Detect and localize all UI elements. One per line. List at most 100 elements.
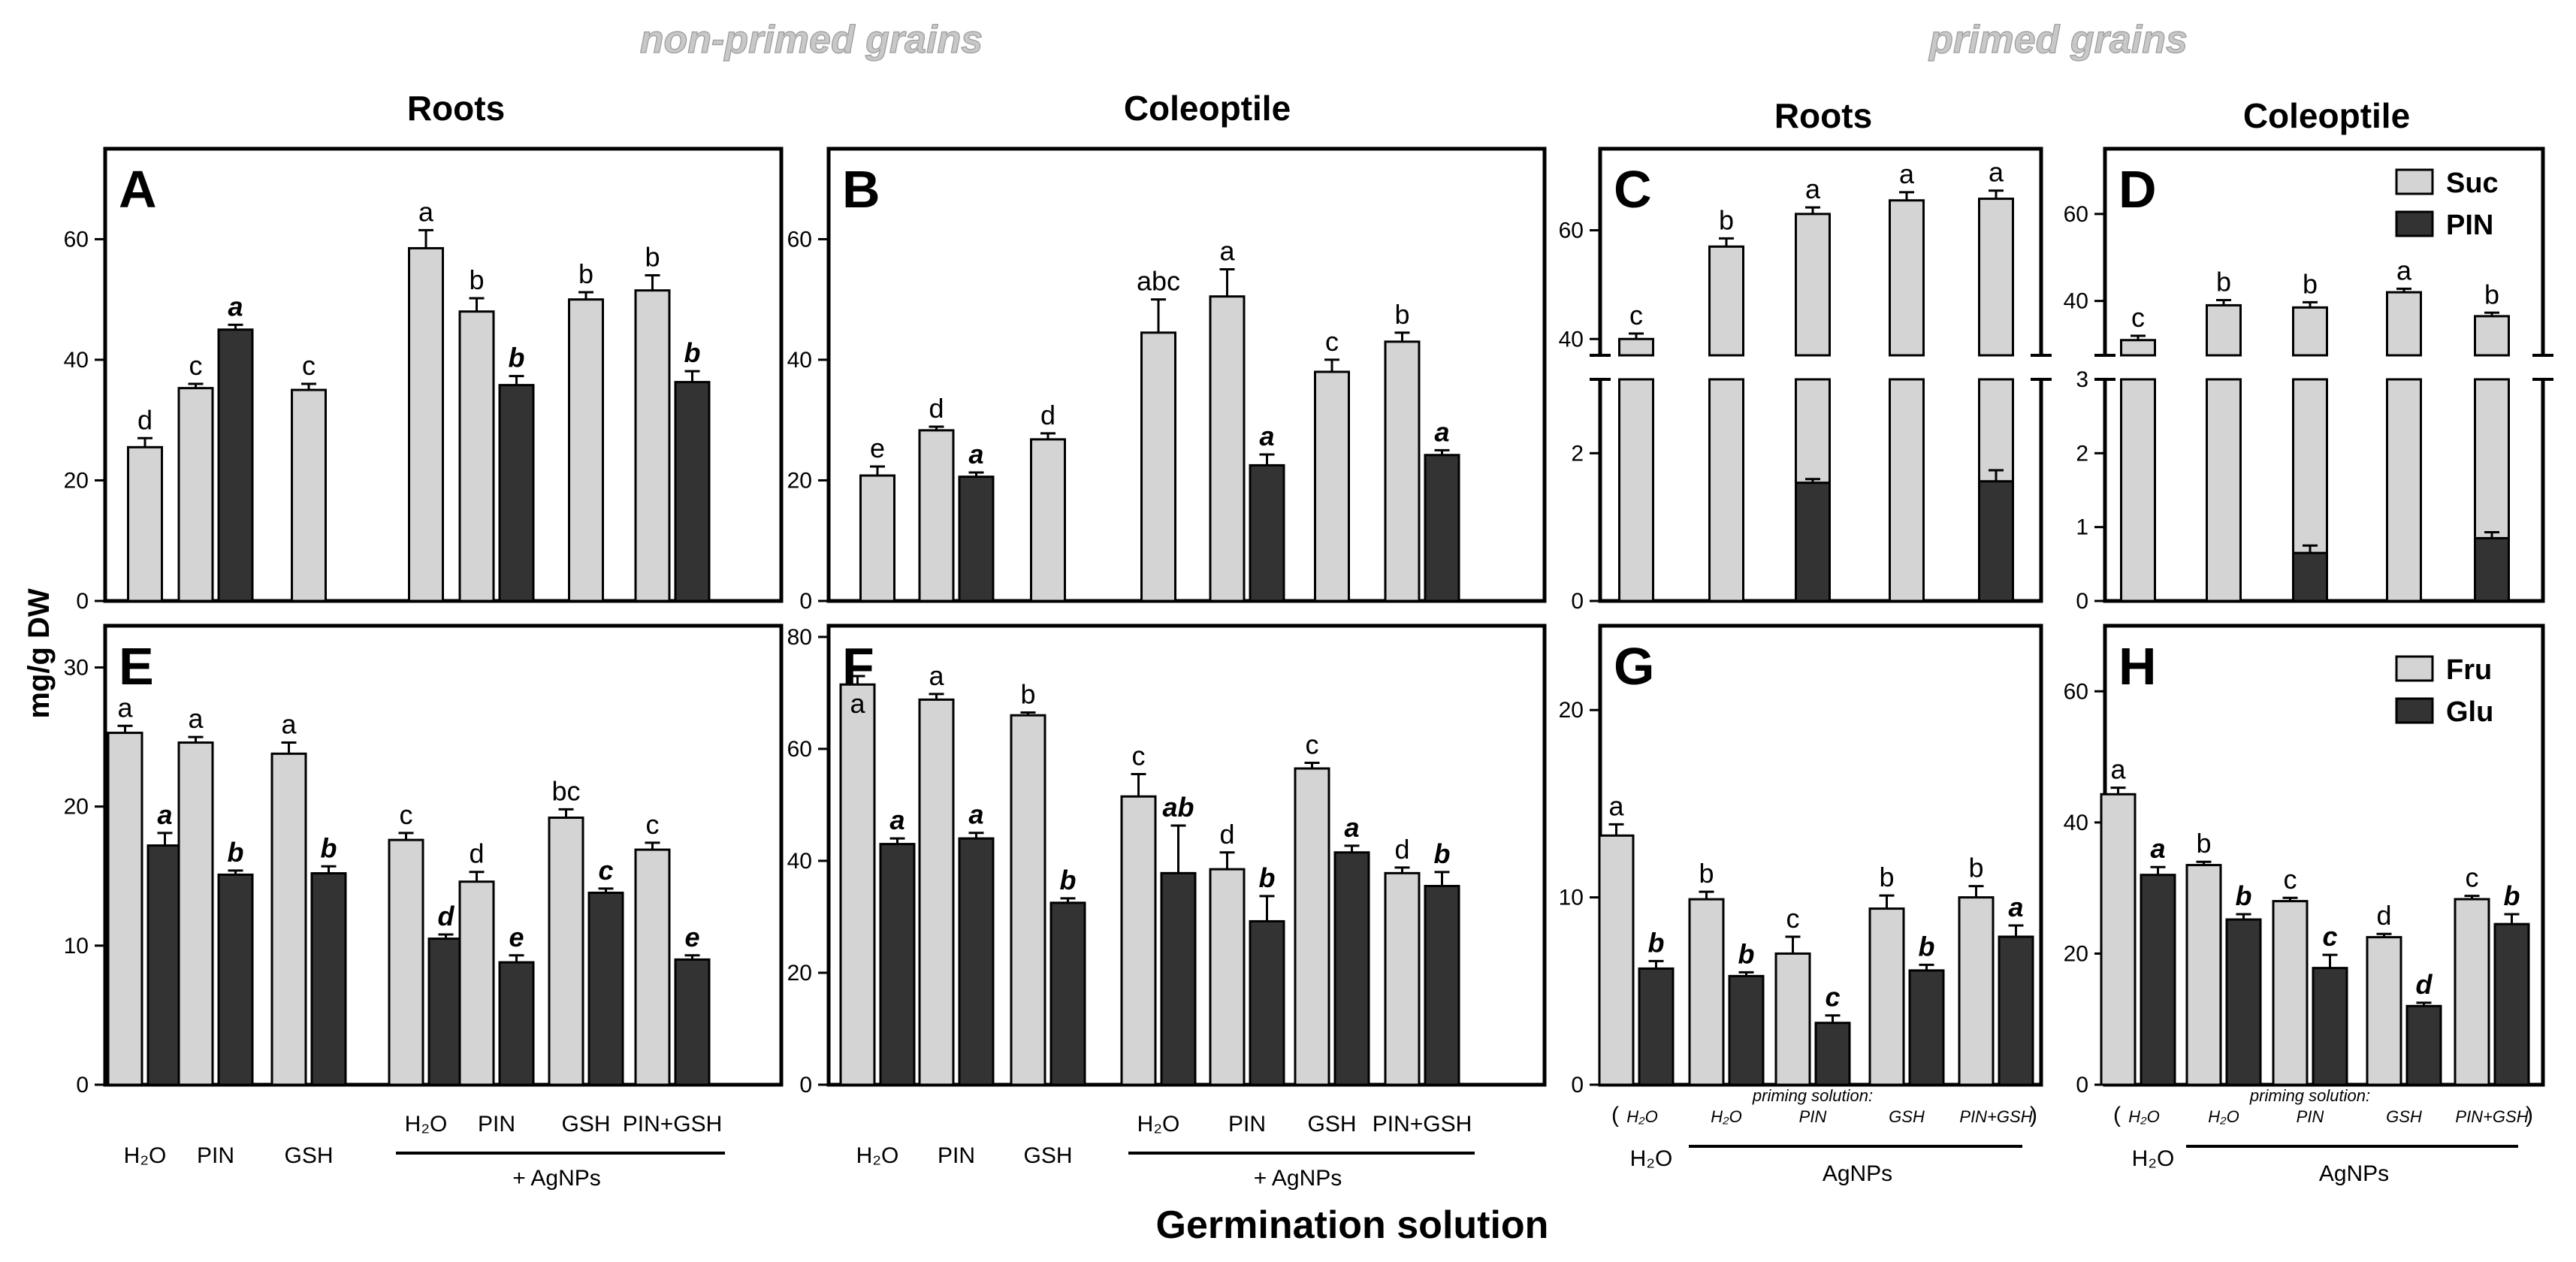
data-label: c: [2131, 302, 2145, 333]
legend-bottom-label: Fru: [2446, 654, 2492, 686]
column-title-roots-np: Roots: [407, 89, 505, 128]
bar-pin: [1978, 480, 2014, 602]
data-label: b: [1719, 204, 1734, 235]
data-label: a: [157, 799, 172, 830]
y-tick-label: 0: [76, 1073, 89, 1097]
bar-fru: [458, 880, 495, 1086]
bar-glu: [1728, 974, 1765, 1086]
bar-fru: [1120, 795, 1157, 1086]
y-tick-label: 0: [2076, 589, 2088, 614]
legend-bottom-swatch-glu: [2395, 697, 2434, 724]
y-axis-title: mg/g DW: [23, 588, 56, 719]
bar-glu: [1249, 919, 1285, 1086]
data-label: c: [1825, 982, 1840, 1013]
bar-fru: [1958, 896, 1995, 1086]
x-axis-title: Germination solution: [1156, 1203, 1549, 1247]
data-label: c: [2322, 921, 2337, 952]
data-label: b: [1699, 858, 1714, 889]
y-tick-label: 0: [799, 589, 812, 614]
bar-suc: [1978, 198, 2014, 357]
data-label: a: [418, 196, 434, 227]
bar-suc: [859, 474, 895, 602]
bar-glu: [2140, 874, 2176, 1086]
data-label: c: [1786, 903, 1800, 934]
y-tick-label: 20: [1559, 698, 1584, 723]
y-tick-label: 20: [64, 468, 89, 493]
bar-suc: [568, 298, 604, 602]
bar-pin: [1795, 482, 1831, 602]
data-label: b: [2303, 268, 2318, 299]
bar-pin: [1424, 454, 1460, 602]
section-title-primed: primed grains: [1928, 18, 2188, 62]
agnps-label: + AgNPs: [512, 1166, 601, 1191]
bar-glu: [1160, 871, 1197, 1086]
bar-glu: [2405, 1004, 2442, 1086]
legend-top-label: PIN: [2446, 210, 2493, 241]
data-label: a: [2150, 833, 2165, 864]
agnps-label: + AgNPs: [1254, 1166, 1342, 1191]
y-tick-label: 0: [799, 1073, 812, 1097]
priming-category-label: PIN+GSH: [2455, 1107, 2528, 1126]
data-label: a: [1608, 790, 1624, 821]
bar-suc-lower: [2386, 378, 2422, 602]
priming-category-label: PIN: [1799, 1107, 1827, 1126]
germination-h2o-label: H₂O: [2132, 1146, 2175, 1171]
column-title-roots-p: Roots: [1774, 96, 1872, 135]
bar-glu: [1333, 851, 1370, 1086]
data-label: b: [1738, 938, 1755, 969]
data-label: a: [2396, 255, 2412, 285]
x-category-label: PIN+GSH: [623, 1112, 723, 1137]
data-label: c: [189, 350, 203, 381]
bar-fru: [2100, 793, 2137, 1086]
priming-category-label: PIN: [2297, 1107, 2324, 1126]
bar-suc: [1708, 245, 1744, 357]
panel-frame-d-upper: [2103, 146, 2545, 355]
data-label: b: [1020, 678, 1035, 709]
data-label: b: [645, 242, 660, 273]
bar-glu: [427, 937, 464, 1086]
x-category-label: PIN+GSH: [1373, 1112, 1472, 1137]
close-paren: ): [2526, 1103, 2533, 1128]
data-label: abc: [1137, 266, 1180, 297]
bar-glu: [217, 873, 254, 1086]
data-label: b: [1968, 853, 1983, 883]
data-label: b: [509, 343, 525, 373]
data-label: d: [1219, 819, 1234, 850]
bar-suc: [2206, 303, 2242, 357]
bar-suc: [1140, 331, 1176, 602]
bar-suc-lower: [1889, 378, 1925, 602]
x-category-label: H₂O: [856, 1143, 899, 1168]
data-label: a: [117, 692, 133, 723]
bar-fru: [388, 838, 424, 1086]
y-tick-label: 40: [2064, 811, 2088, 835]
priming-category-label: H₂O: [1711, 1107, 1741, 1126]
data-label: a: [889, 805, 904, 835]
open-paren: (: [2113, 1103, 2121, 1128]
bar-suc: [177, 387, 214, 602]
data-label: a: [1259, 421, 1274, 451]
bar-pin: [498, 384, 535, 602]
x-category-label: GSH: [1023, 1143, 1072, 1168]
panel-letter-c: C: [1614, 160, 1652, 219]
y-tick-label: 40: [787, 348, 812, 373]
bar-fru: [1209, 868, 1246, 1086]
panel-letter-g: G: [1614, 637, 1654, 696]
y-tick-label: 30: [64, 656, 89, 681]
y-tick-label: 40: [64, 348, 89, 373]
bar-suc: [2474, 315, 2510, 357]
data-label: b: [1259, 862, 1276, 893]
bar-glu: [958, 837, 995, 1086]
y-tick-label: 40: [787, 849, 812, 874]
bar-fru: [1868, 907, 1905, 1086]
y-tick-label: 60: [2064, 202, 2088, 227]
bar-glu: [310, 872, 347, 1086]
bar-fru: [270, 752, 307, 1086]
x-category-label: PIN: [197, 1143, 234, 1168]
data-label: a: [1989, 157, 2004, 188]
data-label: a: [968, 439, 983, 469]
data-label: d: [2376, 900, 2391, 931]
data-label: c: [2466, 862, 2479, 893]
y-tick-label: 60: [64, 227, 89, 252]
data-label: a: [1344, 812, 1359, 843]
